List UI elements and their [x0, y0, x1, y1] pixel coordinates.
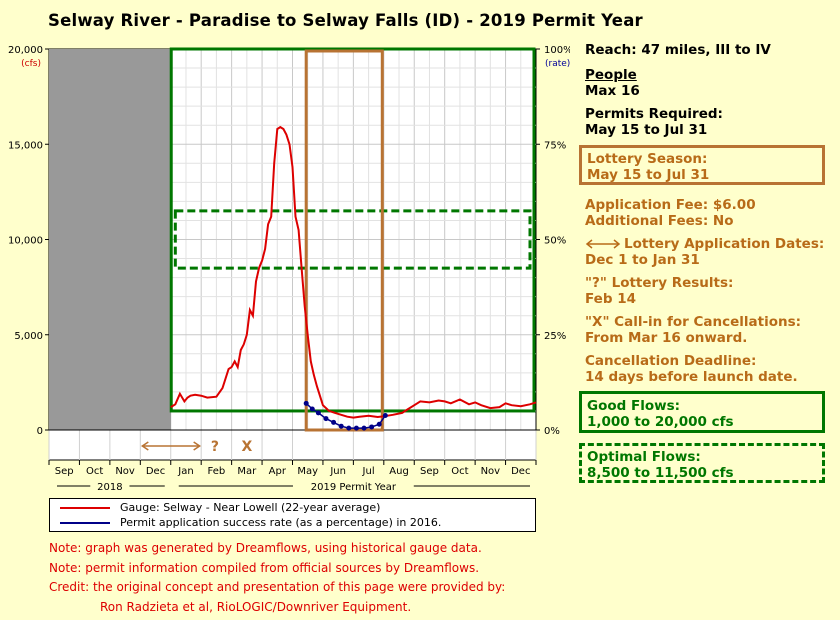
x-tick-label: Mar — [237, 466, 257, 477]
lottery-results-marker: ? — [211, 439, 219, 455]
flow-chart: 20,000 15,000 10,000 5,000 0 (cfs) 100% 75% 50% 2… — [8, 45, 570, 493]
double-arrow-icon — [585, 239, 621, 249]
lottery-dates-arrowhead — [193, 441, 202, 451]
x-tick-label: Apr — [269, 466, 287, 477]
cancel-heading: Cancellation Deadline: — [585, 353, 757, 369]
optimal-flows-heading: Optimal Flows: — [587, 449, 701, 465]
credit-line: Credit: the original concept and present… — [49, 580, 506, 594]
good-flows-band — [169, 47, 536, 413]
lottery-results-heading: "?" Lottery Results: — [585, 275, 734, 291]
y-tick-label: 0 — [37, 426, 43, 437]
lottery-dates-heading: Lottery Application Dates: — [624, 236, 825, 252]
legend-label-rate: Permit application success rate (as a pe… — [120, 516, 442, 529]
x-tick-label: Jan — [177, 466, 193, 477]
cancel-value: 14 days before launch date. — [585, 369, 798, 385]
success-rate-point — [331, 419, 337, 425]
x-tick-label: Oct — [451, 466, 468, 477]
additional-fees: Additional Fees: No — [585, 213, 734, 229]
x-tick-label: Aug — [389, 466, 409, 477]
optimal-flows-band — [173, 209, 532, 270]
pre-season-region — [49, 49, 171, 430]
success-rate-point — [338, 423, 344, 429]
permit-season-box — [304, 49, 384, 432]
x-tick-label: Sep — [55, 466, 74, 477]
good-flows-box: Good Flows: 1,000 to 20,000 cfs — [579, 391, 825, 433]
success-rate-point — [309, 406, 315, 412]
success-rate-point — [361, 425, 367, 431]
legend-label-gauge: Gauge: Selway - Near Lowell (22-year ave… — [120, 501, 381, 514]
cancellation-info: Cancellation Deadline: 14 days before la… — [585, 353, 798, 385]
lottery-dates-arrowhead — [140, 441, 149, 451]
x-group-label-2018: 2018 — [97, 482, 122, 493]
good-flows-value: 1,000 to 20,000 cfs — [587, 414, 734, 430]
lottery-results-value: Feb 14 — [585, 291, 636, 307]
success-rate-point — [353, 425, 359, 431]
optimal-flows-box: Optimal Flows: 8,500 to 11,500 cfs — [579, 443, 825, 483]
y-tick-label: 5,000 — [14, 331, 43, 342]
permits-value: May 15 to Jul 31 — [585, 122, 708, 138]
success-rate-point — [323, 416, 329, 422]
optimal-flows-value: 8,500 to 11,500 cfs — [587, 465, 734, 481]
y2-tick-label: 50% — [544, 236, 566, 247]
people-heading: People — [585, 67, 637, 83]
success-rate-point — [303, 400, 309, 406]
y-unit-label: (cfs) — [21, 59, 41, 69]
note-graph: Note: graph was generated by Dreamflows,… — [49, 541, 482, 555]
y-tick-label: 10,000 — [8, 236, 43, 247]
notes: Note: graph was generated by Dreamflows,… — [49, 539, 505, 617]
x-tick-label: Dec — [146, 466, 165, 477]
lottery-dates-value: Dec 1 to Jan 31 — [585, 252, 700, 268]
x-tick-label: May — [297, 466, 318, 477]
permits-info: Permits Required: May 15 to Jul 31 — [585, 106, 723, 138]
x-tick-label: Sep — [420, 466, 439, 477]
x-tick-label: Jul — [362, 466, 375, 477]
legend-item-rate: Permit application success rate (as a pe… — [60, 515, 441, 531]
x-tick-label: Feb — [208, 466, 226, 477]
success-rate-point — [382, 413, 388, 419]
y2-tick-label: 25% — [544, 331, 566, 342]
x-tick-label: Nov — [115, 466, 135, 477]
lottery-dates-info: Lottery Application Dates: Dec 1 to Jan … — [585, 236, 824, 268]
y2-unit-label: (rate) — [545, 59, 570, 69]
rate-swatch — [60, 522, 110, 524]
people-value: Max 16 — [585, 83, 640, 99]
y2-tick-label: 100% — [544, 45, 570, 56]
x-tick-label: Dec — [511, 466, 530, 477]
gauge-swatch — [60, 507, 110, 509]
application-fee: Application Fee: $6.00 — [585, 197, 756, 213]
success-rate-point — [315, 410, 321, 416]
lottery-season-heading: Lottery Season: — [587, 151, 708, 167]
legend-item-gauge: Gauge: Selway - Near Lowell (22-year ave… — [60, 500, 380, 516]
success-rate-point — [369, 424, 375, 430]
reach-info: Reach: 47 miles, III to IV — [585, 42, 771, 58]
callin-value: From Mar 16 onward. — [585, 330, 748, 346]
callin-info: "X" Call-in for Cancellations: From Mar … — [585, 314, 801, 346]
y2-tick-label: 0% — [544, 426, 560, 437]
y2-tick-label: 75% — [544, 140, 566, 151]
y-tick-label: 20,000 — [8, 45, 43, 56]
y-tick-label: 15,000 — [8, 140, 43, 151]
people-info: People Max 16 — [585, 67, 640, 99]
gauge-flow-line — [170, 125, 537, 419]
lottery-season-box: Lottery Season: May 15 to Jul 31 — [579, 145, 825, 185]
success-rate-point — [376, 421, 382, 427]
credit-names: Ron Radzieta et al, RioLOGIC/Downriver E… — [100, 599, 412, 614]
page-title: Selway River - Paradise to Selway Falls … — [48, 11, 643, 30]
x-tick-label: Nov — [481, 466, 501, 477]
fee-info: Application Fee: $6.00 Additional Fees: … — [585, 197, 756, 229]
lottery-season-value: May 15 to Jul 31 — [587, 167, 710, 183]
permits-heading: Permits Required: — [585, 106, 723, 122]
success-rate-point — [346, 425, 352, 431]
x-group-label-2019: 2019 Permit Year — [311, 482, 397, 493]
callin-marker: X — [241, 439, 252, 455]
good-flows-heading: Good Flows: — [587, 398, 681, 414]
callin-heading: "X" Call-in for Cancellations: — [585, 314, 802, 330]
x-tick-label: Oct — [86, 466, 103, 477]
x-tick-label: Jun — [329, 466, 346, 477]
note-permit: Note: permit information compiled from o… — [49, 560, 480, 575]
chart-legend: Gauge: Selway - Near Lowell (22-year ave… — [49, 498, 536, 532]
lottery-results-info: "?" Lottery Results: Feb 14 — [585, 275, 733, 307]
